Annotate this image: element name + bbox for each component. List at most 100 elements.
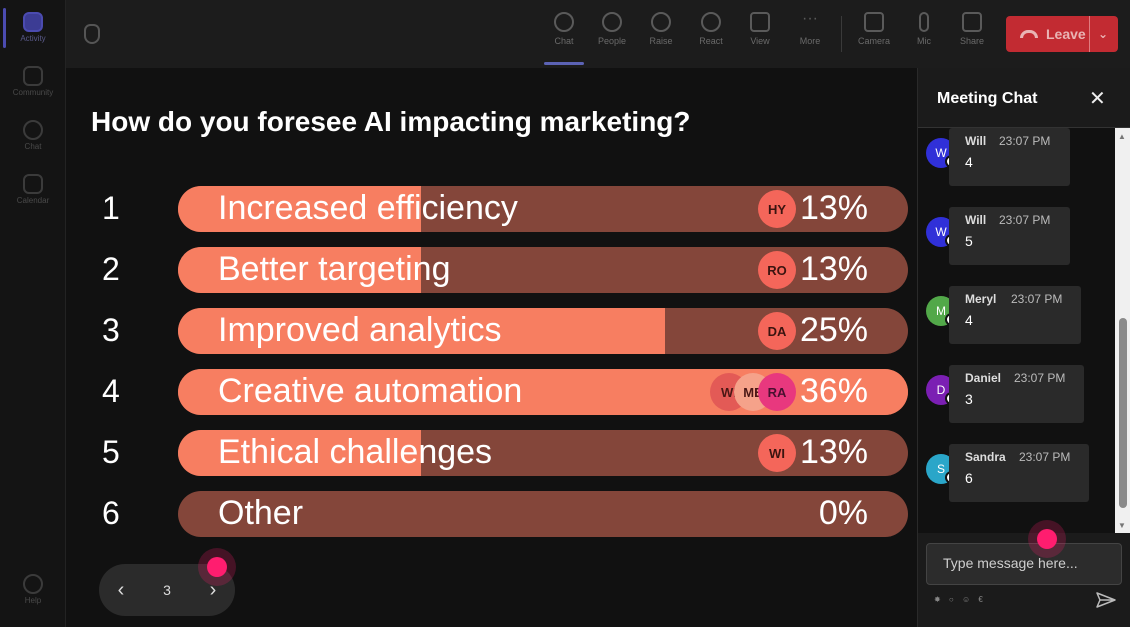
option-bar: Other 0% [178,491,908,537]
rail-item-label: Calendar [16,196,50,205]
leave-button[interactable]: Leave ⌄ [1006,16,1118,52]
chat-message: Daniel 23:07 PM 3 [949,365,1084,423]
chevron-left-icon[interactable]: ‹ [117,578,125,601]
chevron-down-icon[interactable]: ⌄ [1088,16,1108,52]
toolbar-share-button[interactable]: Share [950,12,994,46]
option-number: 5 [102,434,120,470]
smile-icon [701,12,721,32]
mic-icon [919,12,929,32]
option-voters: HY [758,190,796,228]
scrollbar-thumb[interactable] [1119,318,1127,508]
toolbar-people-button[interactable]: People [590,12,634,46]
help-icon [23,574,43,594]
toolbar-button-label: Share [959,36,985,46]
poll-option[interactable]: 6 Other 0% [66,491,917,537]
message-time: 23:07 PM [1011,292,1063,306]
share-icon [962,12,982,32]
option-bar-fill [178,430,422,476]
poll-option[interactable]: 4 Creative automation WI ME RA 36% [66,369,917,415]
option-voters: WI ME RA [710,373,796,411]
rail-item-help[interactable]: Help [0,574,66,605]
option-bar: Creative automation WI ME RA 36% [178,369,908,415]
toolbar-button-label: More [799,36,821,46]
bell-icon [23,12,43,32]
chat-message: Will 23:07 PM 4 [949,128,1070,186]
rail-item-label: Chat [24,142,42,151]
toolbar-raise-button[interactable]: Raise [639,12,683,46]
rail-item-calendar[interactable]: Calendar [0,174,66,205]
chat-icon [554,12,574,32]
option-number: 1 [102,190,120,226]
rail-item-chat[interactable]: Chat [0,120,66,151]
poll-stage: How do you foresee AI impacting marketin… [66,68,917,627]
option-label: Other [218,494,304,532]
meeting-chat-panel: Meeting Chat ✕ W Will 23:07 PM 4 W Will 23:07 … [917,68,1130,627]
option-bar-fill [178,186,422,232]
option-percent: 13% [799,250,868,288]
rail-item-label: Community [12,88,54,97]
chat-message-input[interactable]: Type message here... [926,543,1122,585]
scroll-down-icon[interactable]: ▼ [1118,521,1126,530]
option-bar-fill [178,308,665,354]
message-time: 23:07 PM [999,213,1051,227]
people-icon [602,12,622,32]
option-voters: WI [758,434,796,472]
chat-message-list[interactable]: W Will 23:07 PM 4 W Will 23:07 PM 5 M Meryl 23:07 … [918,128,1115,533]
voter-avatar: DA [758,312,796,350]
message-body: 6 [965,470,973,486]
toolbar-react-button[interactable]: React [689,12,733,46]
scroll-up-icon[interactable]: ▲ [1118,132,1126,141]
message-sender: Will [965,134,987,148]
send-icon[interactable] [1096,592,1116,608]
phone-hangup-icon [1020,30,1038,38]
close-icon[interactable]: ✕ [1089,88,1106,110]
toolbar-camera-button[interactable]: Camera [852,12,896,46]
option-label: Creative automation [218,372,523,410]
voter-avatar: RA [758,373,796,411]
option-number: 4 [102,373,120,409]
chat-message: Sandra 23:07 PM 6 [949,444,1089,502]
format-tools-icon[interactable]: ✸ ○ ☺ € [934,595,986,604]
chat-message: Will 23:07 PM 5 [949,207,1070,265]
option-bar: Better targeting RO 13% [178,247,908,293]
voter-avatar: RO [758,251,796,289]
option-label: Ethical challenges [218,433,493,471]
poll-option[interactable]: 1 Increased efficiency HY 13% [66,186,917,232]
chat-scrollbar[interactable]: ▲ ▼ [1115,128,1130,533]
message-sender: Will [965,213,987,227]
grid-icon [750,12,770,32]
chat-divider [918,127,1130,128]
poll-option[interactable]: 2 Better targeting RO 13% [66,247,917,293]
poll-option[interactable]: 3 Improved analytics DA 25% [66,308,917,354]
rail-item-label: Activity [20,34,46,43]
toolbar-divider [841,16,842,52]
pointer-highlight [1037,529,1057,549]
option-bar-fill [178,247,422,293]
slide-pager: ‹ 3 › [99,564,235,616]
message-body: 3 [965,391,973,407]
option-label: Better targeting [218,250,451,288]
toolbar-more-button[interactable]: ··· More [788,11,832,47]
message-time: 23:07 PM [1014,371,1066,385]
option-voters: RO [758,251,796,289]
option-percent: 13% [799,189,868,227]
meeting-toolbar: Chat People Raise React View ··· More Ca… [66,0,1130,68]
voter-avatar: WI [758,434,796,472]
option-number: 3 [102,312,120,348]
rail-item-activity[interactable]: Activity [0,12,66,43]
shield-icon [84,24,100,44]
toolbar-view-button[interactable]: View [738,12,782,46]
rail-item-community[interactable]: Community [0,66,66,97]
toolbar-chat-button[interactable]: Chat [542,12,586,65]
toolbar-button-label: Raise [649,36,673,46]
message-time: 23:07 PM [999,134,1051,148]
toolbar-mic-button[interactable]: Mic [902,12,946,46]
toolbar-button-label: Camera [857,36,890,46]
message-sender: Meryl [965,292,997,306]
poll-option[interactable]: 5 Ethical challenges WI 13% [66,430,917,476]
option-bar: Ethical challenges WI 13% [178,430,908,476]
chat-message: Meryl 23:07 PM 4 [949,286,1081,344]
toolbar-button-label: View [750,36,770,46]
chevron-right-icon[interactable]: › [209,578,217,601]
message-body: 4 [965,312,973,328]
